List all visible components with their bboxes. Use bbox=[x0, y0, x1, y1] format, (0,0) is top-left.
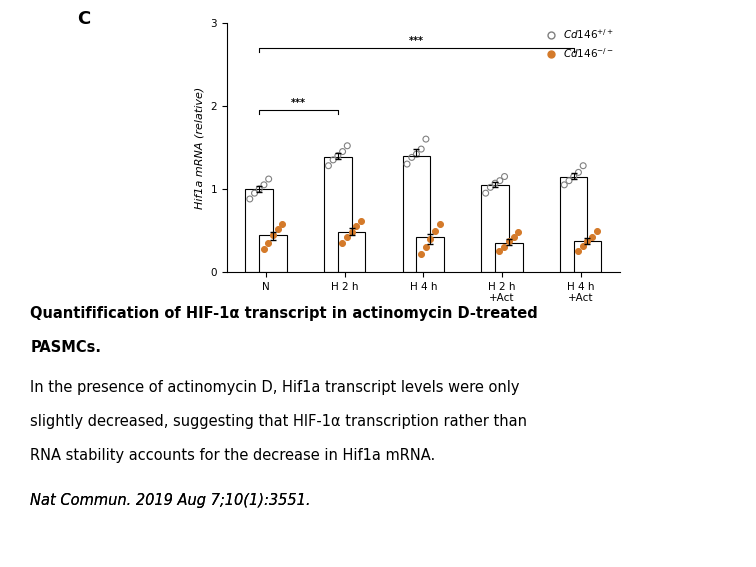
Point bbox=[586, 232, 598, 242]
Point bbox=[424, 234, 436, 243]
Point bbox=[503, 236, 515, 245]
Bar bbox=[324, 158, 352, 272]
Point bbox=[558, 180, 570, 189]
Point bbox=[258, 244, 270, 253]
Bar bbox=[403, 156, 430, 272]
Bar bbox=[495, 243, 522, 272]
Point bbox=[262, 239, 274, 248]
Point bbox=[262, 175, 274, 184]
Point bbox=[572, 168, 584, 177]
Point bbox=[336, 147, 349, 156]
Point bbox=[415, 249, 427, 259]
Point bbox=[327, 155, 339, 164]
Point bbox=[411, 150, 423, 159]
Point bbox=[243, 194, 256, 204]
Point bbox=[563, 176, 575, 185]
Text: Quantifification of HIF-1α transcript in actinomycin D-treated: Quantifification of HIF-1α transcript in… bbox=[30, 306, 538, 321]
Point bbox=[415, 145, 427, 154]
Point bbox=[322, 161, 334, 170]
Point bbox=[249, 189, 261, 198]
Point bbox=[498, 243, 510, 252]
Point bbox=[507, 232, 519, 242]
Bar bbox=[482, 185, 509, 272]
Point bbox=[429, 226, 441, 235]
Text: PASMCs.: PASMCs. bbox=[30, 340, 101, 355]
Point bbox=[253, 184, 265, 193]
Point bbox=[494, 247, 506, 256]
Point bbox=[581, 236, 593, 245]
Point bbox=[591, 226, 603, 235]
Point bbox=[332, 151, 344, 160]
Bar bbox=[246, 189, 273, 272]
Point bbox=[572, 247, 584, 256]
Point bbox=[277, 219, 289, 229]
Text: In the presence of actinomycin D, Hif1a transcript levels were only: In the presence of actinomycin D, Hif1a … bbox=[30, 380, 519, 395]
Point bbox=[577, 241, 589, 250]
Point bbox=[577, 161, 589, 170]
Point bbox=[336, 239, 349, 248]
Point bbox=[513, 228, 525, 237]
Y-axis label: Hif1a mRNA (relative): Hif1a mRNA (relative) bbox=[195, 86, 205, 209]
Point bbox=[271, 225, 284, 234]
Bar bbox=[338, 232, 365, 272]
Point bbox=[406, 153, 418, 162]
Text: Nat Commun. 2019 Aug 7;10(1):3551.: Nat Commun. 2019 Aug 7;10(1):3551. bbox=[30, 493, 311, 508]
Text: slightly decreased, suggesting that HIF-1α transcription rather than: slightly decreased, suggesting that HIF-… bbox=[30, 414, 527, 429]
Point bbox=[494, 176, 506, 185]
Text: Nat Commun. 2019 Aug 7;10(1):3551.: Nat Commun. 2019 Aug 7;10(1):3551. bbox=[30, 493, 311, 508]
Point bbox=[350, 222, 362, 231]
Point bbox=[401, 159, 413, 168]
Text: RNA stability accounts for the decrease in Hif1a mRNA.: RNA stability accounts for the decrease … bbox=[30, 448, 440, 463]
Point bbox=[341, 232, 353, 242]
Bar bbox=[259, 235, 287, 272]
Bar bbox=[574, 240, 601, 272]
Text: C: C bbox=[77, 10, 91, 28]
Text: ***: *** bbox=[409, 36, 424, 46]
Point bbox=[420, 134, 432, 143]
Bar bbox=[560, 176, 587, 272]
Point bbox=[489, 179, 501, 188]
Point bbox=[479, 189, 491, 198]
Text: ***: *** bbox=[291, 98, 306, 108]
Point bbox=[485, 183, 497, 192]
Bar bbox=[417, 237, 444, 272]
Point bbox=[434, 219, 446, 229]
Legend: $Cd146^{+/+}$, $Cd146^{-/-}$: $Cd146^{+/+}$, $Cd146^{-/-}$ bbox=[543, 23, 618, 64]
Point bbox=[568, 172, 580, 181]
Point bbox=[420, 243, 432, 252]
Point bbox=[258, 180, 270, 189]
Point bbox=[267, 230, 279, 239]
Point bbox=[345, 228, 358, 237]
Point bbox=[341, 141, 353, 150]
Point bbox=[498, 172, 510, 181]
Point bbox=[355, 216, 367, 225]
